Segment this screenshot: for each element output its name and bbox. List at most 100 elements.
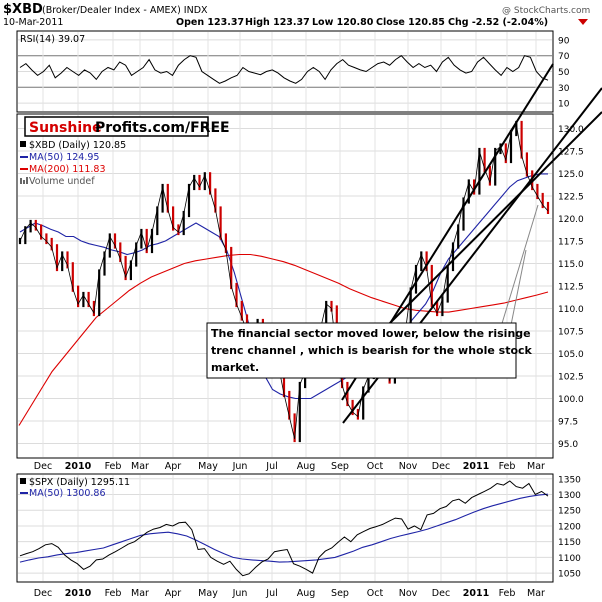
- price-legend: $XBD (Daily) 120.85 MA(50) 124.95 MA(200…: [20, 140, 126, 187]
- month-label: Jul: [265, 461, 277, 472]
- legend-volume: Volume undef: [29, 176, 95, 187]
- spx-month-label: Oct: [367, 588, 384, 599]
- month-label: 2011: [463, 461, 489, 472]
- month-label: Mar: [131, 461, 149, 472]
- price-tick-label: 102.5: [558, 373, 584, 383]
- spx-grid: [18, 475, 552, 581]
- spx-month-label: Mar: [131, 588, 149, 599]
- legend-xbd: $XBD (Daily) 120.85: [29, 140, 126, 151]
- rsi-panel: RSI(14) 39.07 90 70 50 30 10: [16, 30, 570, 113]
- spx-month-label: Dec: [432, 588, 450, 599]
- price-tick-label: 125.0: [558, 170, 584, 180]
- spx-month-label: 2011: [463, 588, 489, 599]
- spx-month-axis-labels: Dec 2010 Feb Mar Apr May Jun Jul Aug Sep Oct Nov Dec…: [34, 588, 545, 599]
- spx-month-label: Dec: [34, 588, 52, 599]
- spx-tick-label: 1150: [558, 538, 581, 548]
- price-tick-label: 100.0: [558, 395, 584, 405]
- rsi-tick-label: 10: [558, 100, 570, 110]
- annotation-line-1: The financial sector moved lower, below …: [211, 327, 531, 340]
- brand-sunshine: Sunshine: [29, 120, 102, 136]
- spx-legend-main: $SPX (Daily) 1295.11: [29, 477, 130, 488]
- rsi-label: RSI(14) 39.07: [20, 34, 85, 45]
- price-tick-label: 105.0: [558, 350, 584, 360]
- rsi-tick-label: 70: [558, 52, 570, 62]
- channel-mid-line: [386, 111, 602, 327]
- brand-profits: Profits.com/FREE: [95, 120, 230, 136]
- annotation-box: The financial sector moved lower, below …: [206, 322, 533, 379]
- spx-tick-label: 1250: [558, 507, 581, 517]
- month-axis-labels: Dec 2010 Feb Mar Apr May Jun Jul Aug Sep Oct Nov Dec…: [34, 461, 545, 472]
- spx-month-label: 2010: [65, 588, 92, 599]
- month-label: Feb: [499, 461, 516, 472]
- spx-month-label: Nov: [399, 588, 418, 599]
- spx-month-label: Mar: [527, 588, 545, 599]
- spx-month-label: Feb: [499, 588, 516, 599]
- rsi-axis-ticks: 90 70 50 30 10: [558, 36, 570, 109]
- price-tick-label: 112.5: [558, 283, 584, 293]
- spx-ma50-series-line: [19, 493, 549, 563]
- spx-month-label: Jun: [232, 588, 248, 599]
- price-tick-label: 122.5: [558, 193, 584, 203]
- month-label: Jun: [232, 461, 248, 472]
- price-tick-label: 130.0: [558, 125, 584, 135]
- legend-ma50: MA(50) 124.95: [29, 152, 99, 163]
- index-name: (Broker/Dealer Index - AMEX) INDX: [42, 5, 208, 16]
- open-value: Open 123.37: [176, 17, 244, 28]
- month-label: Apr: [165, 461, 182, 472]
- price-tick-label: 97.5: [558, 418, 578, 428]
- pointer-line-2: [509, 249, 527, 331]
- price-axis-ticks: 95.0 97.5 100.0 102.5 105.0 107.5 110.0 112.5 11…: [558, 125, 584, 450]
- legend-ma200: MA(200) 111.83: [29, 164, 106, 175]
- rsi-tick-label: 30: [558, 84, 570, 94]
- high-value: High 123.37: [245, 17, 310, 28]
- month-label: Aug: [297, 461, 316, 472]
- annotation-line-3: market.: [211, 361, 259, 374]
- price-panel: 95.0 97.5 100.0 102.5 105.0 107.5 110.0 112.5 11…: [16, 63, 602, 472]
- spx-tick-label: 1050: [558, 570, 581, 580]
- month-label: Dec: [432, 461, 450, 472]
- symbol-title: $XBD: [3, 2, 43, 17]
- close-value: Close 120.85: [376, 17, 445, 28]
- spx-month-label: Feb: [105, 588, 122, 599]
- price-tick-label: 107.5: [558, 328, 584, 338]
- rsi-tick-label: 90: [558, 36, 570, 46]
- spx-series-line: [19, 480, 549, 577]
- chart-date: 10-Mar-2011: [3, 17, 63, 28]
- price-close-line: [19, 122, 549, 440]
- spx-month-label: May: [198, 588, 218, 599]
- spx-month-label: Aug: [297, 588, 316, 599]
- watermark: @ StockCharts.com: [502, 6, 590, 16]
- spx-month-label: Apr: [165, 588, 182, 599]
- month-label: Sep: [331, 461, 349, 472]
- spx-tick-label: 1300: [558, 491, 581, 501]
- price-tick-label: 117.5: [558, 238, 584, 248]
- month-label: Mar: [527, 461, 545, 472]
- spx-legend-ma50: MA(50) 1300.86: [29, 488, 106, 499]
- spx-axis-ticks: 1050 1100 1150 1200 1250 1300 1350: [558, 475, 581, 579]
- month-label: 2010: [65, 461, 92, 472]
- pointer-line-1: [499, 204, 539, 331]
- down-triangle-icon: [578, 19, 588, 25]
- rsi-tick-label: 50: [558, 68, 570, 78]
- price-tick-label: 110.0: [558, 305, 584, 315]
- spx-panel: 1050 1100 1150 1200 1250 1300 1350 $SPX (Daily…: [16, 473, 581, 599]
- price-tick-label: 115.0: [558, 260, 584, 270]
- spx-month-label: Sep: [331, 588, 349, 599]
- spx-tick-label: 1100: [558, 554, 581, 564]
- low-value: Low 120.80: [312, 17, 374, 28]
- price-tick-label: 120.0: [558, 215, 584, 225]
- change-value: Chg -2.52 (-2.04%): [448, 17, 548, 28]
- price-tick-label: 127.5: [558, 148, 584, 158]
- price-tick-label: 95.0: [558, 440, 578, 450]
- spx-tick-label: 1350: [558, 475, 581, 485]
- month-label: Dec: [34, 461, 52, 472]
- spx-month-label: Jul: [265, 588, 277, 599]
- rsi-series-line: [19, 55, 549, 84]
- month-label: Oct: [367, 461, 384, 472]
- month-label: Nov: [399, 461, 418, 472]
- spx-tick-label: 1200: [558, 522, 581, 532]
- brand-box: Sunshine Profits.com/FREE: [24, 116, 230, 137]
- month-label: May: [198, 461, 218, 472]
- annotation-line-2: trenc channel , which is bearish for the…: [211, 344, 533, 357]
